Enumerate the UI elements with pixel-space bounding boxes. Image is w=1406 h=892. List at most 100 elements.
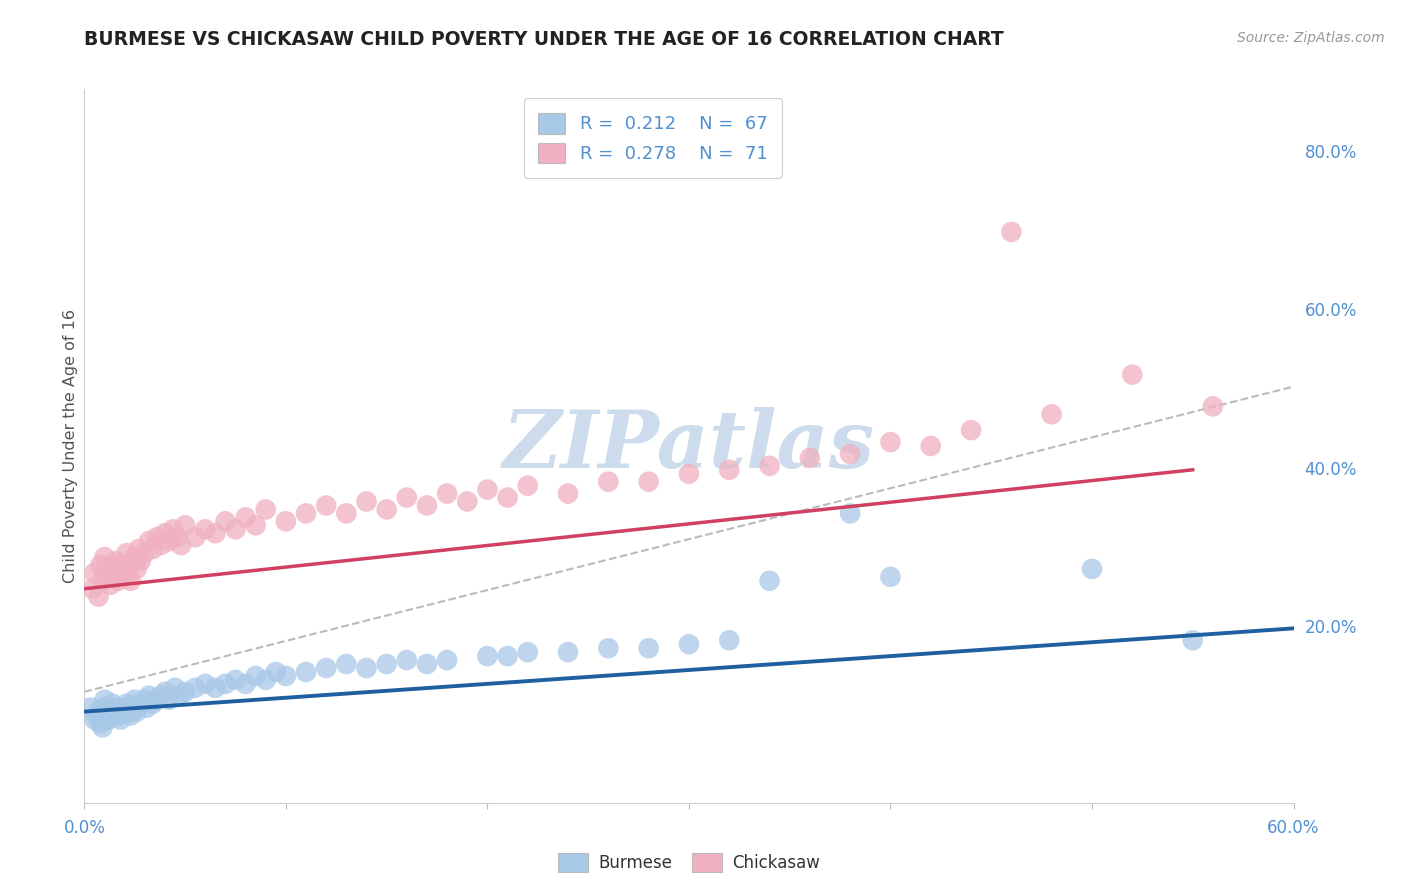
Point <box>138 689 160 703</box>
Point <box>104 566 127 580</box>
Point <box>274 514 297 528</box>
Point <box>128 542 150 557</box>
Point <box>97 570 120 584</box>
Point <box>194 522 217 536</box>
Point <box>86 708 108 723</box>
Point <box>274 669 297 683</box>
Point <box>395 491 418 505</box>
Point <box>100 578 122 592</box>
Point <box>335 657 357 671</box>
Point <box>416 499 439 513</box>
Point <box>105 554 128 568</box>
Text: 40.0%: 40.0% <box>1305 461 1357 479</box>
Point <box>167 689 190 703</box>
Point <box>165 681 187 695</box>
Point <box>91 574 114 588</box>
Point <box>375 657 398 671</box>
Point <box>174 518 197 533</box>
Point <box>114 700 136 714</box>
Point <box>1040 407 1063 421</box>
Point <box>89 558 111 572</box>
Point <box>83 566 105 580</box>
Point <box>157 534 180 549</box>
Point <box>315 499 337 513</box>
Point <box>436 653 458 667</box>
Point <box>204 681 226 695</box>
Point <box>91 721 114 735</box>
Point <box>166 530 188 544</box>
Point <box>678 637 700 651</box>
Point <box>356 661 378 675</box>
Point <box>254 502 277 516</box>
Point <box>637 475 659 489</box>
Point <box>93 549 115 564</box>
Point <box>315 661 337 675</box>
Point <box>204 526 226 541</box>
Point <box>124 692 146 706</box>
Point <box>138 534 160 549</box>
Point <box>89 716 111 731</box>
Text: 60.0%: 60.0% <box>1305 302 1357 320</box>
Point <box>115 697 138 711</box>
Point <box>477 649 499 664</box>
Point <box>214 514 236 528</box>
Point <box>153 685 176 699</box>
Point <box>118 705 141 719</box>
Point <box>920 439 942 453</box>
Point <box>93 692 115 706</box>
Point <box>637 641 659 656</box>
Point <box>114 558 136 572</box>
Point <box>96 562 118 576</box>
Point <box>718 463 741 477</box>
Point <box>87 705 110 719</box>
Point <box>157 692 180 706</box>
Point <box>557 486 579 500</box>
Point <box>254 673 277 687</box>
Point <box>107 574 129 588</box>
Point <box>149 689 172 703</box>
Point <box>104 705 127 719</box>
Point <box>678 467 700 481</box>
Point <box>110 562 132 576</box>
Point <box>107 708 129 723</box>
Point <box>214 677 236 691</box>
Point <box>87 590 110 604</box>
Point <box>100 708 122 723</box>
Text: 0.0%: 0.0% <box>63 820 105 838</box>
Point <box>111 705 134 719</box>
Point <box>879 435 901 450</box>
Point <box>184 681 207 695</box>
Point <box>718 633 741 648</box>
Point <box>477 483 499 497</box>
Point <box>83 713 105 727</box>
Point <box>146 530 169 544</box>
Point <box>758 458 780 473</box>
Point <box>839 447 862 461</box>
Point <box>101 558 124 572</box>
Point <box>105 700 128 714</box>
Point <box>125 705 148 719</box>
Point <box>295 665 318 679</box>
Point <box>1000 225 1022 239</box>
Point <box>124 549 146 564</box>
Point <box>135 700 157 714</box>
Point <box>295 507 318 521</box>
Point <box>110 713 132 727</box>
Text: BURMESE VS CHICKASAW CHILD POVERTY UNDER THE AGE OF 16 CORRELATION CHART: BURMESE VS CHICKASAW CHILD POVERTY UNDER… <box>84 30 1004 49</box>
Point <box>598 641 620 656</box>
Point <box>96 705 118 719</box>
Point <box>799 450 821 465</box>
Point <box>516 478 538 492</box>
Point <box>356 494 378 508</box>
Point <box>335 507 357 521</box>
Point <box>264 665 287 679</box>
Point <box>125 562 148 576</box>
Point <box>82 582 104 596</box>
Point <box>129 554 152 568</box>
Point <box>496 491 519 505</box>
Point <box>162 522 184 536</box>
Point <box>101 697 124 711</box>
Point <box>1081 562 1104 576</box>
Y-axis label: Child Poverty Under the Age of 16: Child Poverty Under the Age of 16 <box>63 309 77 583</box>
Point <box>93 700 115 714</box>
